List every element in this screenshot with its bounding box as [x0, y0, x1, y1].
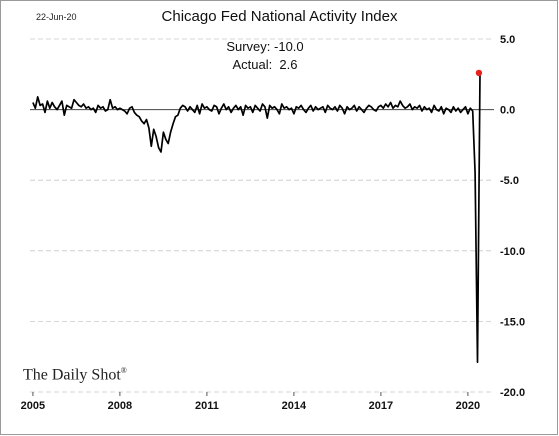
y-tick-label: 0.0	[500, 105, 515, 117]
annotation-box: Survey: -10.0 Actual: 2.6	[195, 39, 335, 75]
annotation-actual: Actual: 2.6	[232, 57, 298, 72]
x-tick-label: 2014	[282, 400, 307, 412]
x-tick-label: 2017	[369, 400, 393, 412]
y-axis-ticks: 5.0 0.0 -5.0 -10.0 -15.0 -20.0	[500, 34, 525, 399]
grid-layer	[30, 38, 494, 393]
x-tick-label: 2011	[195, 400, 219, 412]
y-tick-label: -15.0	[500, 316, 525, 328]
annotation-survey: Survey: -10.0	[226, 39, 304, 54]
x-tick-label: 2008	[108, 400, 132, 412]
x-tick-label: 2020	[456, 400, 480, 412]
latest-value-marker	[475, 69, 483, 77]
y-tick-label: -20.0	[500, 387, 525, 399]
watermark-logo: The Daily Shot®	[23, 366, 127, 384]
y-tick-label: 5.0	[500, 34, 515, 46]
watermark-text: The Daily Shot	[23, 366, 121, 384]
x-tick-label: 2005	[21, 400, 45, 412]
chart-title: Chicago Fed National Activity Index	[161, 8, 398, 25]
date-stamp: 22-Jun-20	[36, 12, 77, 22]
series-layer	[32, 69, 483, 364]
y-tick-label: -10.0	[500, 246, 525, 258]
watermark-registered-mark: ®	[120, 366, 127, 375]
series-line	[32, 72, 481, 364]
y-tick-label: -5.0	[500, 175, 519, 187]
x-axis-ticks: 2005 2008 2011 2014 2017 2020	[21, 392, 480, 412]
